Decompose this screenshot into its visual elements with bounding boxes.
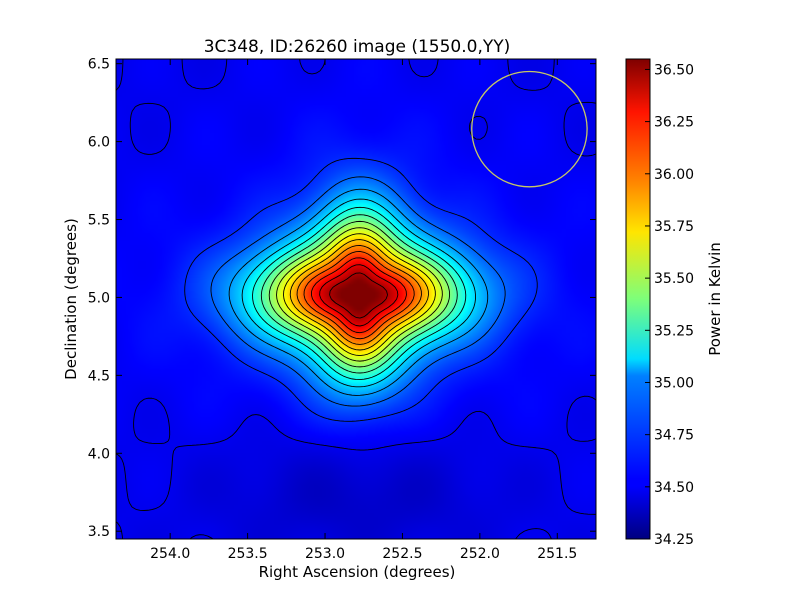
colorbar-tick-label: 34.50 — [654, 480, 694, 496]
colorbar-tick-label: 36.50 — [654, 62, 694, 78]
colorbar: 34.25 34.50 34.75 35.00 35.25 35.50 35.75 36.00… — [625, 58, 694, 548]
y-tick-label: 6.0 — [88, 135, 110, 151]
contour-line — [303, 251, 415, 340]
y-tick-label: 5.0 — [88, 290, 110, 306]
x-tick-label: 252.5 — [382, 546, 422, 562]
colorbar-tick-label: 36.00 — [654, 167, 694, 183]
heatmap-image — [116, 59, 596, 539]
colorbar-label: Power in Kelvin — [706, 242, 724, 356]
contour-line — [268, 220, 451, 368]
y-tick-label: 4.0 — [88, 446, 110, 462]
colorbar-tick-label: 35.50 — [654, 271, 694, 287]
contour-line — [184, 157, 538, 422]
y-tick-label: 6.5 — [88, 57, 110, 73]
colorbar-tick-label: 34.25 — [654, 532, 694, 548]
y-axis-label: Declination (degrees) — [62, 218, 80, 380]
contour-line — [210, 176, 506, 407]
contour-lines — [115, 58, 597, 540]
plot-frame — [115, 58, 597, 540]
colorbar-tick-label: 35.25 — [654, 323, 694, 339]
y-tick-label: 3.5 — [88, 524, 110, 540]
x-tick-label: 252.0 — [460, 546, 500, 562]
contour-line — [319, 264, 399, 327]
colorbar-tick-label: 35.00 — [654, 375, 694, 391]
chart-title: 3C348, ID:26260 image (1550.0,YY) — [204, 37, 511, 57]
contour-line — [260, 214, 458, 374]
colorbar-tick-label: 35.75 — [654, 219, 694, 235]
contour-line — [115, 58, 597, 540]
contour-line — [228, 188, 489, 396]
contour-line — [283, 233, 436, 356]
y-tick-label: 4.5 — [88, 368, 110, 384]
colorbar-ticks: 34.25 34.50 34.75 35.00 35.25 35.50 35.75 36.00… — [645, 62, 694, 548]
heatmap-plot: 254.0 253.5 253.0 252.5 252.0 251.5 3.5 4.0 4.5… — [88, 57, 597, 562]
contour-line — [329, 272, 388, 319]
y-tick-label: 5.5 — [88, 213, 110, 229]
colorbar-tick-label: 34.75 — [654, 428, 694, 444]
x-axis-ticks: 254.0 253.5 253.0 252.5 252.0 251.5 — [150, 59, 577, 562]
x-axis-label: Right Ascension (degrees) — [259, 563, 456, 581]
colorbar-gradient — [625, 58, 651, 540]
contour-line — [289, 239, 429, 351]
contour-line — [310, 257, 407, 334]
x-tick-label: 253.5 — [228, 546, 268, 562]
x-tick-label: 253.0 — [305, 546, 345, 562]
x-tick-label: 254.0 — [150, 546, 190, 562]
beam-ellipse — [471, 70, 588, 188]
contour-line — [296, 245, 422, 345]
y-axis-ticks: 3.5 4.0 4.5 5.0 5.5 6.0 6.5 — [88, 57, 596, 540]
contour-line — [276, 227, 443, 362]
colorbar-tick-label: 36.25 — [654, 115, 694, 131]
x-tick-label: 251.5 — [537, 546, 577, 562]
contour-line — [252, 206, 467, 380]
contour-line — [241, 198, 476, 388]
